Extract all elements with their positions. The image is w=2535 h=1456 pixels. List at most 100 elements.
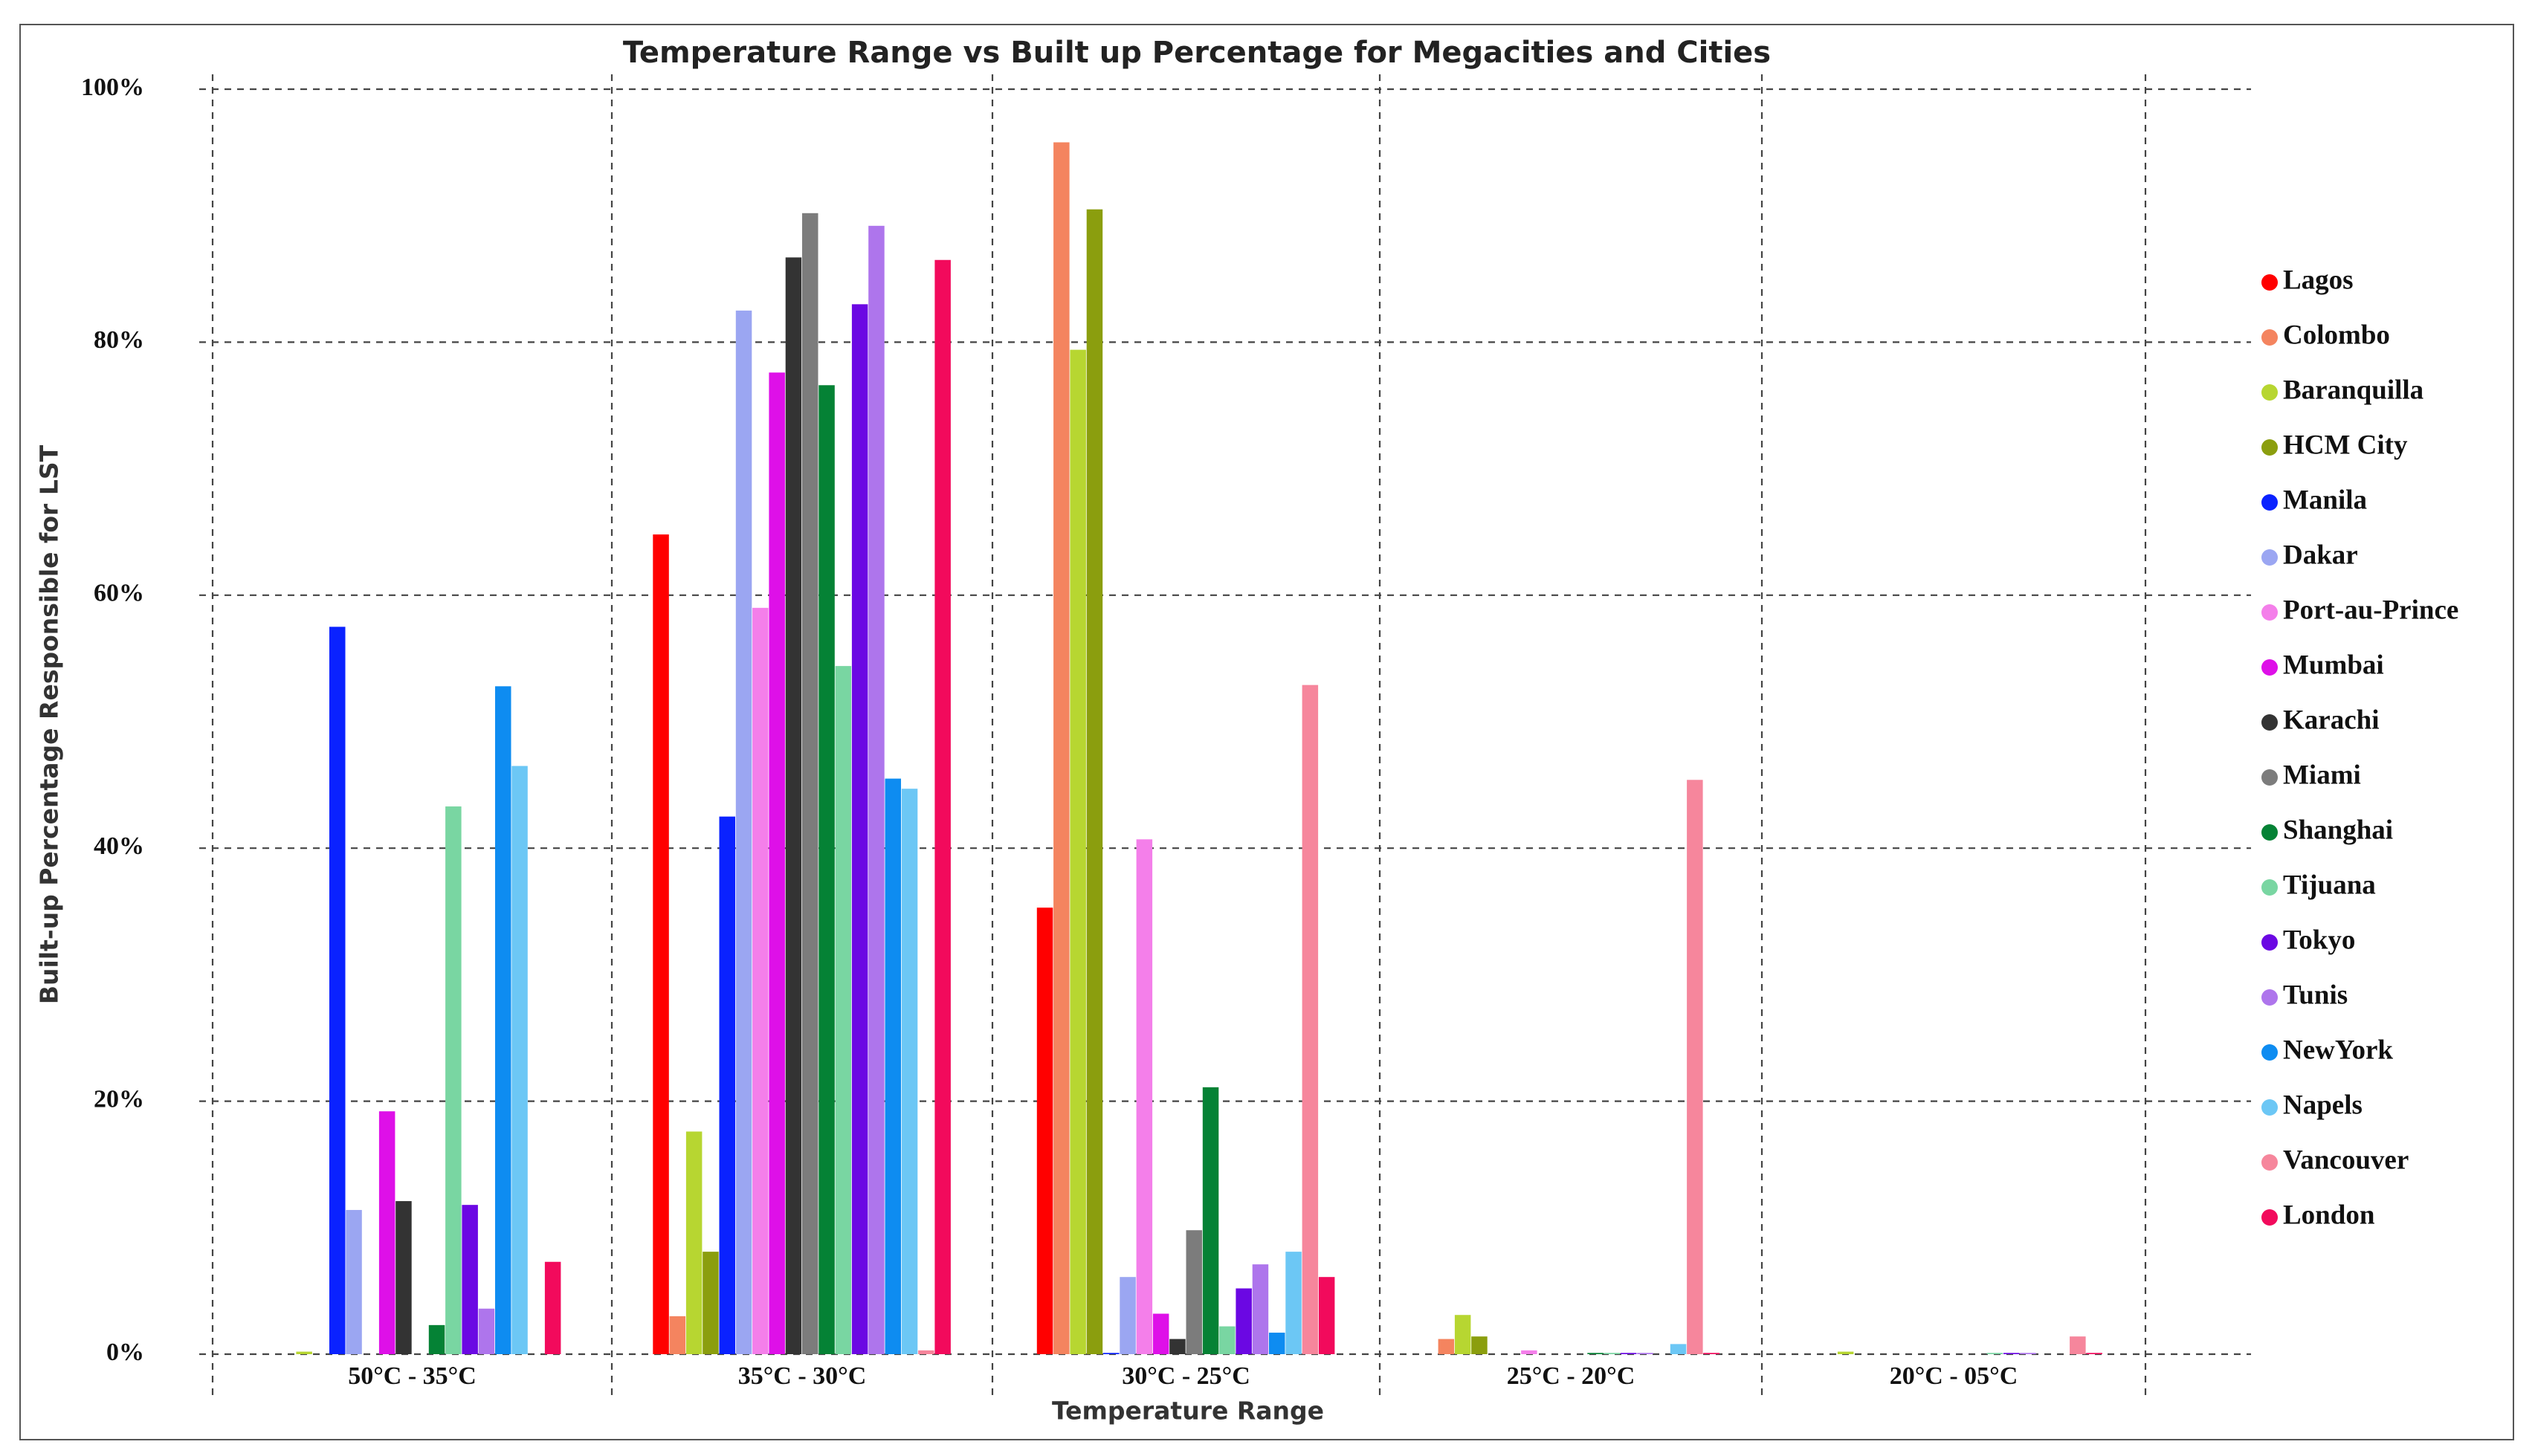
legend-item: Karachi — [2261, 705, 2379, 735]
bar — [1986, 1353, 2003, 1354]
bar — [669, 1316, 686, 1354]
chart-canvas: Temperature Range vs Built up Percentage… — [35, 36, 2459, 1426]
bar — [1285, 1252, 1302, 1354]
bar — [2086, 1353, 2102, 1354]
bar — [1620, 1353, 1637, 1354]
legend-marker — [2261, 384, 2278, 401]
bar — [544, 1261, 561, 1354]
bar — [445, 806, 462, 1354]
legend-label: Vancouver — [2283, 1145, 2409, 1175]
bar — [851, 304, 868, 1355]
legend-label: Mumbai — [2283, 650, 2384, 680]
bar — [1219, 1326, 1236, 1354]
chart-title: Temperature Range vs Built up Percentage… — [623, 36, 1771, 70]
legend-item: NewYork — [2261, 1035, 2393, 1065]
bar — [1637, 1353, 1653, 1354]
legend-label: Manila — [2283, 485, 2367, 515]
bar — [685, 1131, 703, 1354]
bar — [885, 778, 901, 1354]
bar — [752, 607, 769, 1354]
legend-item: Port-au-Prince — [2261, 595, 2458, 625]
legend-label: HCM City — [2283, 430, 2408, 460]
gridlines — [199, 74, 2251, 1400]
bar — [1471, 1336, 1488, 1354]
bar — [1604, 1353, 1621, 1354]
legend-marker — [2261, 1154, 2278, 1171]
legend-label: Colombo — [2283, 320, 2390, 350]
bar — [918, 1350, 934, 1354]
legend-marker — [2261, 1209, 2278, 1226]
x-tick-label: 20°C - 05°C — [1890, 1362, 2018, 1390]
legend-marker — [2261, 934, 2278, 951]
x-tick-label: 35°C - 30°C — [738, 1362, 867, 1390]
legend-label: London — [2283, 1200, 2375, 1230]
bar — [835, 666, 852, 1354]
y-tick-label: 60% — [94, 580, 144, 607]
bar — [1521, 1350, 1537, 1354]
legend-label: Baranquilla — [2283, 375, 2423, 405]
bar — [1454, 1315, 1471, 1354]
legend-label: Napels — [2283, 1090, 2363, 1120]
bar — [1687, 780, 1703, 1354]
bar — [735, 310, 752, 1355]
bar — [1670, 1344, 1687, 1354]
legend-marker — [2261, 1044, 2278, 1061]
legend-item: Dakar — [2261, 540, 2358, 570]
y-tick-label: 80% — [94, 326, 144, 354]
legend-label: NewYork — [2283, 1035, 2393, 1065]
legend-item: Tunis — [2261, 980, 2348, 1010]
x-tick-label: 25°C - 20°C — [1507, 1362, 1635, 1390]
legend-item: London — [2261, 1200, 2375, 1230]
bar — [1318, 1277, 1335, 1354]
bar — [1070, 349, 1086, 1354]
bar — [462, 1205, 478, 1354]
legend-marker — [2261, 714, 2278, 731]
bar — [1186, 1230, 1202, 1354]
bar — [478, 1308, 495, 1354]
legend-item: Colombo — [2261, 320, 2390, 350]
bar — [296, 1351, 312, 1354]
legend-label: Miami — [2283, 760, 2361, 790]
bar — [1136, 839, 1153, 1354]
legend-item: Napels — [2261, 1090, 2363, 1120]
legend-item: Miami — [2261, 760, 2361, 790]
bar — [719, 816, 735, 1354]
bar — [802, 213, 818, 1354]
bar — [1053, 142, 1070, 1354]
bar — [1587, 1353, 1604, 1354]
legend-item: HCM City — [2261, 430, 2408, 460]
legend-marker — [2261, 274, 2278, 291]
legend-label: Port-au-Prince — [2283, 595, 2458, 625]
bar — [1302, 685, 1319, 1354]
bar — [2003, 1353, 2020, 1354]
legend-item: Baranquilla — [2261, 375, 2423, 405]
bar — [1703, 1353, 1719, 1354]
bar — [1036, 907, 1053, 1354]
y-tick-label: 0% — [106, 1339, 144, 1366]
legend-label: Dakar — [2283, 540, 2358, 570]
x-axis-title: Temperature Range — [1052, 1397, 1324, 1426]
y-axis-title: Built-up Percentage Responsible for LST — [35, 444, 64, 1004]
legend-item: Mumbai — [2261, 650, 2384, 680]
legend: Lagos Colombo Baranquilla HCM City Manila Dak… — [2261, 265, 2458, 1230]
legend-marker — [2261, 824, 2278, 841]
legend-item: Tokyo — [2261, 925, 2355, 955]
legend-label: Tunis — [2283, 980, 2348, 1010]
legend-marker — [2261, 329, 2278, 346]
bar — [653, 534, 669, 1354]
bar — [1120, 1277, 1136, 1354]
bar — [785, 257, 802, 1355]
legend-item: Lagos — [2261, 265, 2354, 295]
legend-item: Vancouver — [2261, 1145, 2409, 1175]
legend-marker — [2261, 549, 2278, 566]
legend-marker — [2261, 604, 2278, 621]
bar — [395, 1201, 412, 1354]
bar — [346, 1209, 362, 1354]
bar — [428, 1324, 445, 1354]
bar — [1236, 1288, 1252, 1354]
bar — [1438, 1339, 1455, 1354]
y-axis-ticks: 0% 20% 40% 60% 80% 100% — [81, 74, 144, 1366]
legend-label: Shanghai — [2283, 815, 2393, 845]
legend-label: Karachi — [2283, 705, 2379, 735]
bar — [1086, 209, 1103, 1355]
